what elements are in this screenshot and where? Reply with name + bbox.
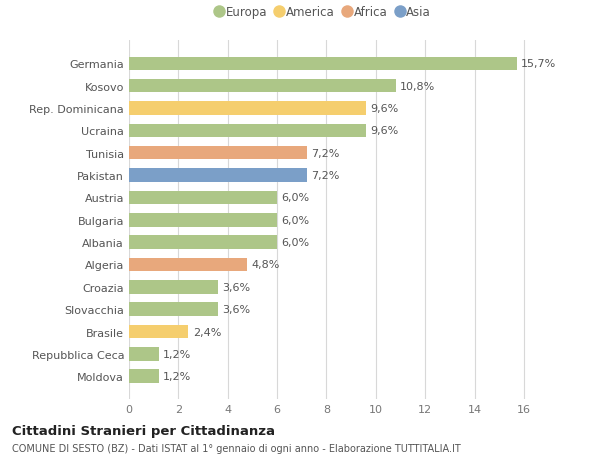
Text: 6,0%: 6,0% [281,238,310,247]
Bar [129,191,277,205]
Bar [129,57,517,71]
Text: 9,6%: 9,6% [370,126,398,136]
Text: 3,6%: 3,6% [223,304,250,314]
Text: 9,6%: 9,6% [370,104,398,114]
Bar [129,213,277,227]
Bar [129,124,366,138]
Text: 7,2%: 7,2% [311,148,340,158]
Text: 1,2%: 1,2% [163,349,191,359]
Bar [129,169,307,182]
Bar [129,369,158,383]
Text: 1,2%: 1,2% [163,371,191,381]
Bar [129,303,218,316]
Text: 4,8%: 4,8% [252,260,280,270]
Text: 7,2%: 7,2% [311,171,340,181]
Legend: Europa, America, Africa, Asia: Europa, America, Africa, Asia [216,6,431,19]
Bar [129,102,366,116]
Text: Cittadini Stranieri per Cittadinanza: Cittadini Stranieri per Cittadinanza [12,425,275,437]
Text: COMUNE DI SESTO (BZ) - Dati ISTAT al 1° gennaio di ogni anno - Elaborazione TUTT: COMUNE DI SESTO (BZ) - Dati ISTAT al 1° … [12,443,461,453]
Text: 2,4%: 2,4% [193,327,221,337]
Bar [129,236,277,249]
Text: 6,0%: 6,0% [281,193,310,203]
Bar [129,347,158,361]
Bar [129,80,395,93]
Text: 3,6%: 3,6% [223,282,250,292]
Bar [129,325,188,338]
Bar [129,147,307,160]
Bar [129,258,247,272]
Text: 15,7%: 15,7% [521,59,556,69]
Text: 10,8%: 10,8% [400,82,435,91]
Bar [129,280,218,294]
Text: 6,0%: 6,0% [281,215,310,225]
